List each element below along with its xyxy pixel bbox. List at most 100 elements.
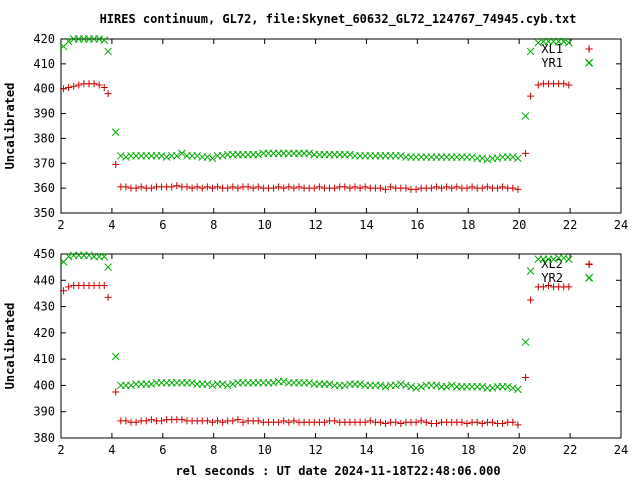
data-point (229, 417, 237, 425)
data-point (111, 128, 120, 137)
data-point (417, 382, 426, 391)
data-point (503, 382, 512, 391)
data-point (214, 417, 222, 425)
x-tick-label: 2 (57, 218, 64, 232)
data-point (478, 420, 486, 428)
y-tick-label: 350 (33, 206, 55, 220)
x-tick-label: 24 (614, 218, 628, 232)
data-point (168, 183, 176, 191)
legend-marker (585, 274, 593, 282)
y-axis-label: Uncalibrated (3, 83, 17, 170)
data-point (478, 154, 487, 163)
data-point (514, 421, 522, 429)
data-point (376, 184, 384, 192)
data-point (559, 37, 568, 46)
data-point (422, 418, 430, 426)
data-point (509, 418, 517, 426)
data-point (244, 183, 252, 191)
data-point (468, 153, 476, 161)
data-point (137, 183, 145, 191)
data-point (382, 185, 390, 193)
data-point (229, 183, 237, 191)
data-point (488, 418, 496, 426)
data-point (361, 183, 369, 191)
data-point (432, 420, 440, 428)
data-point (203, 183, 211, 191)
data-point (95, 35, 104, 43)
data-point (285, 418, 293, 426)
data-point (305, 378, 314, 387)
data-point (224, 184, 232, 192)
data-point (275, 183, 283, 191)
data-point (218, 151, 227, 160)
data-point (239, 418, 247, 426)
data-point (483, 183, 491, 191)
plot-frame (60, 38, 622, 214)
x-tick-label: 8 (210, 218, 217, 232)
data-point (376, 418, 384, 426)
data-point (340, 381, 349, 390)
data-point (157, 151, 166, 160)
data-point (320, 418, 328, 426)
data-point (356, 380, 364, 388)
data-point (279, 377, 288, 386)
data-point (534, 38, 543, 47)
data-point (402, 381, 410, 390)
data-point (85, 251, 93, 260)
data-point (290, 417, 298, 425)
data-point (494, 184, 502, 192)
data-point (315, 183, 323, 191)
data-point (509, 184, 517, 192)
data-point (468, 183, 476, 191)
data-point (382, 420, 390, 428)
x-axis-label: rel seconds : UT date 2024-11-18T22:48:0… (175, 464, 500, 478)
data-point (65, 283, 73, 291)
data-point (478, 184, 486, 192)
data-point (396, 151, 405, 160)
data-point (521, 338, 530, 346)
x-tick-label: 20 (512, 443, 526, 457)
data-point (447, 381, 456, 390)
data-point (381, 382, 390, 391)
data-point (147, 380, 156, 388)
x-tick-label: 10 (257, 218, 271, 232)
data-point (104, 293, 112, 301)
upper-chart-panel: 2 4 6 8 10 12 14 16 18 20 22 2435036037038039040041… (3, 32, 628, 232)
data-point (396, 380, 405, 388)
x-tick-label: 22 (563, 218, 577, 232)
data-point (127, 381, 135, 390)
data-point (305, 149, 314, 158)
data-point (331, 417, 339, 425)
data-point (565, 81, 573, 89)
data-point (463, 184, 471, 192)
data-point (111, 352, 120, 361)
data-point (218, 380, 227, 388)
data-point (203, 417, 211, 425)
data-point (522, 374, 530, 382)
data-point (254, 417, 262, 425)
data-point (172, 151, 181, 160)
y-tick-label: 360 (33, 181, 55, 195)
data-point (104, 263, 112, 271)
y-tick-label: 390 (33, 405, 55, 419)
data-point (463, 420, 471, 428)
data-point (183, 183, 191, 191)
data-point (310, 184, 318, 192)
data-point (64, 252, 73, 261)
data-point (223, 381, 232, 390)
data-point (280, 184, 288, 192)
data-point (526, 47, 535, 56)
chart-title: HIRES continuum, GL72, file:Skynet_60632… (100, 12, 577, 27)
x-tick-label: 12 (308, 218, 322, 232)
data-point (534, 81, 542, 89)
plot-frame (60, 253, 622, 439)
x-tick-label: 6 (159, 218, 166, 232)
data-point (249, 184, 257, 192)
data-point (178, 416, 186, 424)
data-point (514, 185, 522, 193)
data-point (443, 183, 451, 191)
data-point (544, 282, 552, 290)
data-point (162, 153, 171, 161)
x-tick-label: 20 (512, 218, 526, 232)
